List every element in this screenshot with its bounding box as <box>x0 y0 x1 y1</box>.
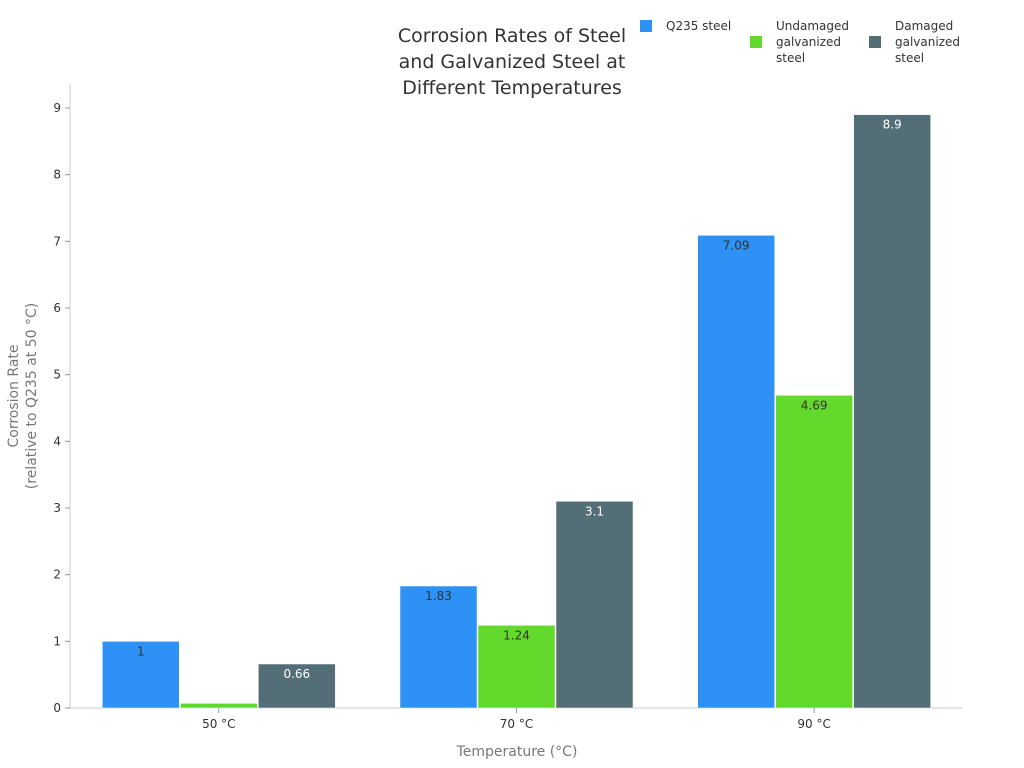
x-axis-ticks: 50 °C 70 °C 90 °C <box>202 708 831 731</box>
bars <box>102 114 931 709</box>
chart-title-line-3: Different Temperatures <box>402 77 622 99</box>
y-tick-label: 2 <box>53 568 61 582</box>
y-tick-label: 8 <box>53 168 61 182</box>
legend: Q235 steel Undamaged galvanized steel Damage… <box>640 19 960 65</box>
data-label: 0.66 <box>283 667 310 681</box>
x-tick-label: 90 °C <box>797 717 830 731</box>
data-label: 4.69 <box>801 398 828 412</box>
bar-undamaged-galvanized-steel-0 <box>180 703 258 709</box>
bar-q235-steel-2 <box>697 235 775 709</box>
y-axis-title-line-2: (relative to Q235 at 50 °C) <box>24 303 40 489</box>
y-tick-label: 0 <box>53 701 61 715</box>
legend-swatch <box>640 20 652 32</box>
legend-label: Undamaged <box>776 19 849 33</box>
bar-undamaged-galvanized-steel-1 <box>477 625 556 709</box>
y-tick-label: 9 <box>53 101 61 115</box>
legend-label: steel <box>776 51 805 65</box>
y-tick-label: 1 <box>53 634 61 648</box>
bar-undamaged-galvanized-steel-2 <box>775 395 853 709</box>
bar-q235-steel-1 <box>399 585 478 709</box>
legend-label: galvanized <box>895 35 960 49</box>
chart-title-line-1: Corrosion Rates of Steel <box>398 25 626 47</box>
legend-label: Q235 steel <box>666 19 731 33</box>
y-tick-label: 7 <box>53 234 61 248</box>
y-tick-label: 5 <box>53 368 61 382</box>
data-label: 7.09 <box>723 238 750 252</box>
x-tick-label: 50 °C <box>202 717 235 731</box>
data-labels: 1 0.66 1.83 1.24 3.1 7.09 4.69 8.9 <box>137 118 902 681</box>
y-tick-label: 6 <box>53 301 61 315</box>
bar-damaged-galvanized-steel-1 <box>555 501 634 709</box>
bar-damaged-galvanized-steel-2 <box>853 114 931 709</box>
bar-damaged-galvanized-steel-0 <box>258 663 336 709</box>
legend-label: Damaged <box>895 19 953 33</box>
chart-title-line-2: and Galvanized Steel at <box>399 51 626 73</box>
bar-q235-steel-0 <box>102 641 180 709</box>
data-label: 3.1 <box>585 504 604 518</box>
legend-swatch <box>750 36 762 48</box>
data-label: 1 <box>137 644 145 658</box>
legend-label: steel <box>895 51 924 65</box>
data-label: 1.83 <box>425 589 452 603</box>
x-axis-title: Temperature (°C) <box>456 744 578 760</box>
y-axis-ticks: 0 1 2 3 4 5 6 7 8 9 <box>53 101 70 715</box>
data-label: 8.9 <box>883 118 902 132</box>
data-label: 1.24 <box>503 628 530 642</box>
chart-title: Corrosion Rates of Steel and Galvanized … <box>398 25 626 99</box>
y-tick-label: 4 <box>53 434 61 448</box>
legend-swatch <box>869 36 881 48</box>
legend-label: galvanized <box>776 35 841 49</box>
y-axis-title: Corrosion Rate (relative to Q235 at 50 °… <box>6 303 40 489</box>
y-axis-title-line-1: Corrosion Rate <box>6 344 22 447</box>
x-tick-label: 70 °C <box>500 717 533 731</box>
y-tick-label: 3 <box>53 501 61 515</box>
